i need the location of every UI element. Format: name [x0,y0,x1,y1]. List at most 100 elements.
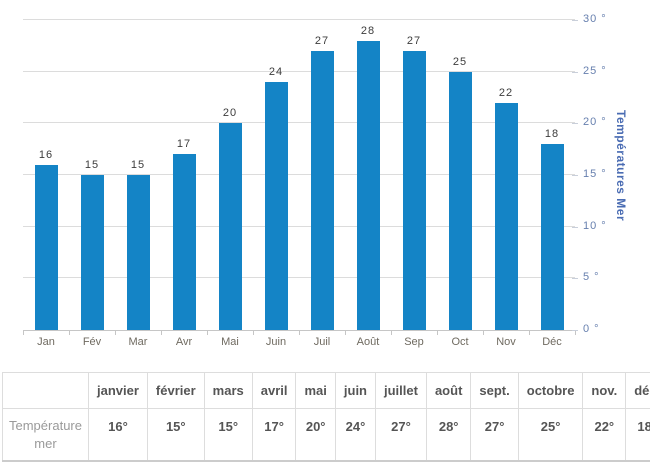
bar-value-label: 15 [84,159,100,171]
x-tick-mark [115,331,116,335]
sea-temperature-bar-chart: 16 Jan 15 Fév 15 Mar 17 Avr 20 Mai 24 Juin 27 Juil 28 A… [23,13,628,348]
y-tick-label: 20 ° [583,116,607,129]
gridline-5 [23,277,575,279]
table-header-février: février [146,372,205,409]
x-tick-mark [23,331,24,335]
x-tick-mark [161,331,162,335]
table-value-nov: 22° [582,408,627,462]
bar-value-label: 22 [498,86,514,99]
y-tick-label: 15 ° [583,168,607,180]
temperature-bar-sep [402,51,426,330]
y-tick-mark [572,20,578,21]
y-tick-label: 5 ° [583,271,600,284]
gridline-20 [23,122,575,124]
gridline-25 [23,70,575,72]
table-header-juillet: juillet [375,372,427,409]
table-value-juillet: 27° [375,408,427,462]
gridline-30 [23,19,575,20]
gridline-10 [23,225,575,227]
x-tick-mark [345,331,346,335]
y-tick-label: 10 ° [583,219,607,232]
table-header-octobre: octobre [517,372,584,409]
x-tick-mark [299,331,300,335]
x-tick-mark [69,331,70,335]
x-tick-mark [437,331,438,335]
y-tick-mark [572,123,578,125]
temperature-bar-mai [218,123,242,330]
table-header-mars: mars [203,372,253,409]
temperature-bar-avr [172,154,196,330]
temperature-bar-oct [448,71,472,330]
x-tick-label-avr: Avr [175,336,193,348]
x-tick-label-fév: Fév [82,336,102,348]
table-value-août: 28° [425,408,472,462]
table-value-mars: 15° [203,408,253,462]
bar-value-label: 18 [544,128,560,140]
table-value-octobre: 25° [517,408,584,462]
table-value-sept: 27° [470,408,519,462]
y-tick-mark [572,330,578,331]
x-tick-mark [529,331,530,335]
bar-value-label: 25 [452,55,468,68]
table-header-août: août [425,372,472,409]
table-value-juin: 24° [334,408,377,462]
x-tick-label-oct: Oct [451,336,469,348]
table-header-déc: déc. [625,372,650,409]
temperature-bar-juin [264,82,288,330]
bar-value-label: 28 [360,24,376,37]
table-corner-cell [2,372,89,409]
chart-plot-area: 16 Jan 15 Fév 15 Mar 17 Avr 20 Mai 24 Juin 27 Juil 28 A… [23,19,576,348]
y-tick-label: 0 ° [583,323,600,335]
bar-value-label: 27 [314,35,330,47]
y-tick-mark [572,278,578,280]
temperature-bar-mar [126,175,150,330]
x-tick-label-juin: Juin [265,336,287,348]
temperature-bar-déc [540,144,564,330]
temperature-bar-août [356,40,380,330]
temperature-bar-juil [310,51,334,330]
y-axis-title: Températures Mer [614,110,628,222]
temperature-bar-nov [494,102,518,330]
temperature-bar-jan [34,164,58,330]
x-tick-label-nov: Nov [496,336,516,348]
bar-value-label: 27 [406,35,422,47]
x-tick-label-déc: Déc [542,336,562,348]
x-tick-label-jan: Jan [37,336,55,348]
x-tick-label-sep: Sep [404,336,424,348]
bar-value-label: 24 [268,66,284,78]
row-header-cell: Température mer [2,408,89,462]
temperature-bar-fév [80,175,104,330]
x-tick-label-mai: Mai [221,336,239,348]
y-tick-mark [572,175,578,176]
bar-value-label: 20 [222,107,238,120]
x-tick-mark [207,331,208,335]
table-value-avril: 17° [251,408,297,462]
x-tick-label-mar: Mar [128,336,148,348]
table-value-février: 15° [146,408,205,462]
table-header-row: janvier février mars avril mai juin juillet aoû… [2,372,650,409]
table-header-nov: nov. [582,372,627,409]
table-header-sept: sept. [470,372,519,409]
x-tick-mark [253,331,254,335]
y-tick-mark [572,71,578,73]
table-value-déc: 18° [625,408,650,462]
x-tick-mark [575,331,576,335]
bar-value-label: 15 [130,159,146,171]
x-tick-label-juil: Juil [313,336,331,348]
bar-value-label: 17 [176,138,192,151]
sea-temperature-table: janvier février mars avril mai juin juillet aoû… [2,372,650,462]
x-tick-label-août: Août [356,336,380,348]
x-tick-mark [483,331,484,335]
table-header-avril: avril [251,372,297,409]
y-tick-mark [572,226,578,228]
table-header-janvier: janvier [87,372,148,409]
table-header-mai: mai [295,372,336,409]
bar-value-label: 16 [38,148,54,161]
table-value-mai: 20° [295,408,336,462]
y-tick-label: 30 ° [583,13,607,25]
table-header-juin: juin [334,372,377,409]
table-value-janvier: 16° [87,408,148,462]
gridline-15 [23,174,575,175]
y-tick-label: 25 ° [583,64,607,77]
